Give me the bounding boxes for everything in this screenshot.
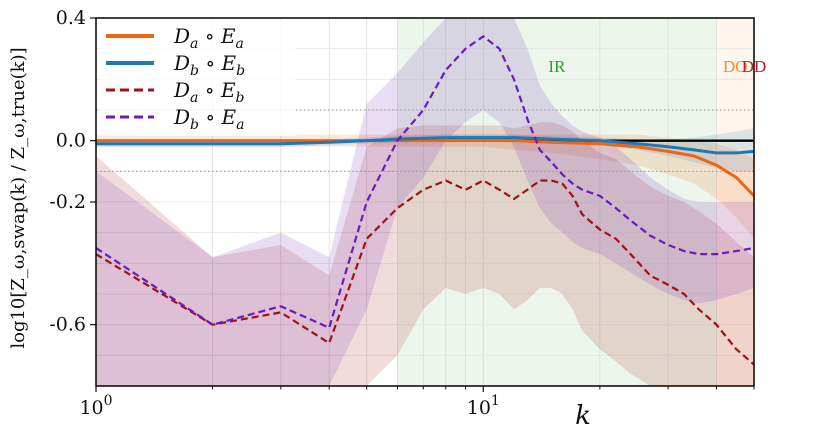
series-lines [96,35,754,367]
x-axis-ticks: 100 101 [79,386,755,419]
y-axis-label: log10[Z_ω,swap(k) / Z_ω,true(k)] [8,47,29,348]
y-axis-ticks: 0.4 0.0 -0.2 -0.6 [49,7,96,336]
region-label-ir: IR [548,57,566,76]
band-ab [96,122,754,387]
y-tick-label: -0.2 [49,191,86,213]
y-tick-label: 0.4 [56,7,86,29]
x-tick-label: 101 [467,393,500,419]
series-line-ba [96,35,754,329]
band-ba [96,18,754,386]
y-tick-label: 0.0 [56,130,86,152]
series-line-bb [96,136,754,155]
legend-box [100,20,296,136]
band-aa [96,134,754,386]
series-line-ab [96,179,754,367]
legend-label-aa: Da ∘ Ea [173,24,244,52]
legend-label-ab: Da ∘ Eb [173,78,245,106]
x-tick-label: 100 [79,393,112,419]
legend-label-ba: Db ∘ Ea [173,105,245,133]
y-tick-label: -0.6 [49,314,86,336]
x-axis-label: k [575,401,591,431]
axis-labels: k log10[Z_ω,swap(k) / Z_ω,true(k)] [8,47,591,431]
legend-label-bb: Db ∘ Eb [173,51,245,79]
uncertainty-bands [96,18,754,387]
region-label-do: DO [723,57,748,76]
